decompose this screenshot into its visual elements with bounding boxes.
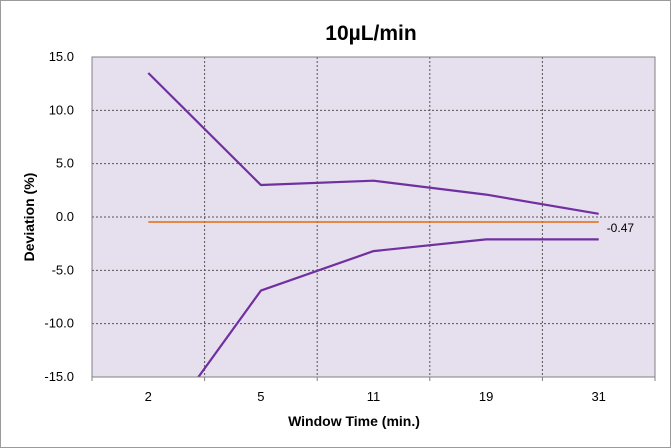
x-tick-label: 2	[145, 389, 152, 404]
y-tick-labels: 15.0 10.0 5.0 0.0 -5.0 -10.0 -15.0	[44, 49, 74, 384]
data-label: -0.47	[607, 221, 635, 235]
chart-title: 10µL/min	[325, 22, 416, 45]
series-line-1	[147, 72, 599, 215]
x-tick-labels: 2 5 11 19 31	[145, 389, 606, 404]
grid-lines	[91, 57, 656, 381]
y-tick-label: 5.0	[56, 156, 74, 171]
y-tick-label: 0.0	[56, 209, 74, 224]
y-tick-label: -10.0	[44, 316, 74, 331]
x-axis-title: Window Time (min.)	[288, 413, 420, 429]
y-axis-title: Deviation (%)	[21, 173, 37, 262]
x-tick-label: 19	[479, 389, 493, 404]
y-tick-label: -5.0	[52, 262, 74, 277]
x-tick-label: 5	[257, 389, 264, 404]
annotations: -0.47	[607, 221, 635, 235]
plot-border	[91, 56, 656, 378]
x-tick-label: 11	[367, 389, 381, 404]
series-line-2	[197, 238, 599, 377]
series-layer	[147, 72, 599, 377]
x-tick-label: 31	[591, 389, 605, 404]
y-tick-label: 15.0	[49, 49, 74, 64]
y-tick-label: 10.0	[49, 102, 74, 117]
y-tick-label: -15.0	[44, 369, 74, 384]
